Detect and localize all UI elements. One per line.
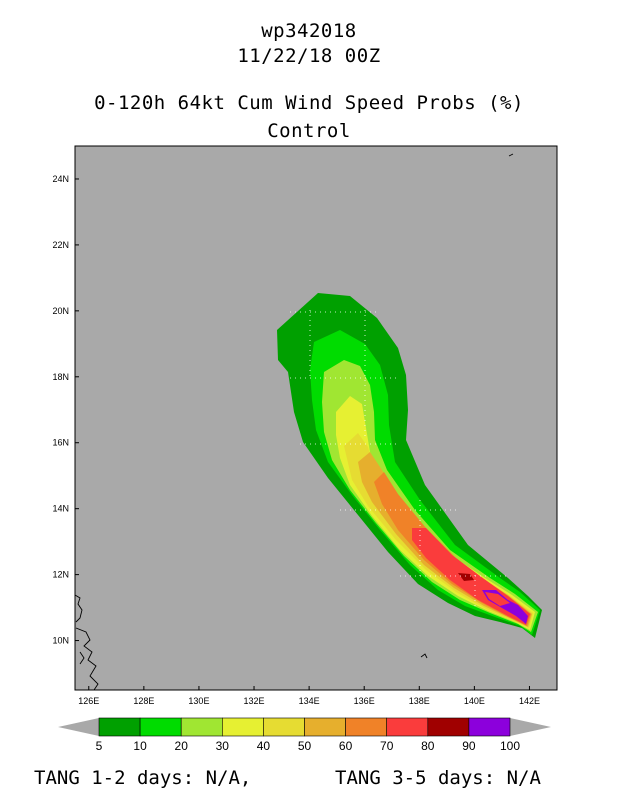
lon-tick-label: 126E [78,696,99,706]
lat-tick-label: 10N [52,636,69,646]
lon-tick-label: 140E [464,696,485,706]
probability-map: 126E 128E 130E 132E 134E 136E 138E 140E 142E 10N 1… [52,145,558,753]
colorbar-label: 40 [257,739,271,753]
colorbar-box-80 [427,717,470,737]
tang-3-5-days: TANG 3-5 days: N/A [335,767,541,789]
colorbar-label: 30 [216,739,230,753]
lat-tick-label: 14N [52,504,69,514]
colorbar-box-10 [139,717,182,737]
probability-contours [277,293,542,638]
colorbar-label: 60 [339,739,353,753]
lat-lon-grid [290,310,510,610]
storm-id-title: wp342018 [261,20,357,42]
lat-tick-label: 24N [52,174,69,184]
colorbar-label: 80 [421,739,435,753]
lon-tick-label: 130E [188,696,209,706]
lon-tick-label: 142E [519,696,540,706]
datetime-title: 11/22/18 00Z [237,45,381,67]
colorbar-box-90 [468,717,511,737]
lat-tick-label: 22N [52,240,69,250]
colorbar-label: 20 [175,739,189,753]
colorbar-box-30 [222,717,264,737]
colorbar-over-arrow [510,718,551,736]
member-title: Control [267,120,351,142]
product-title: 0-120h 64kt Cum Wind Speed Probs (%) [94,92,524,114]
colorbar: 5 10 20 30 40 50 60 70 80 90 100 [58,717,551,753]
colorbar-label: 10 [133,739,147,753]
colorbar-label: 70 [380,739,394,753]
colorbar-label: 50 [298,739,312,753]
coastlines [75,153,514,690]
colorbar-label: 5 [96,739,103,753]
lat-tick-label: 20N [52,306,69,316]
lon-tick-label: 138E [409,696,430,706]
colorbar-box-40 [263,717,305,737]
colorbar-label: 90 [462,739,476,753]
colorbar-box-60 [345,717,388,737]
colorbar-box-50 [304,717,346,737]
contour-100-cut [485,592,510,606]
colorbar-under-arrow [58,718,99,736]
lat-tick-label: 12N [52,570,69,580]
colorbar-label: 100 [500,739,520,753]
contour-80-patch [458,573,474,581]
lat-tick-label: 18N [52,372,69,382]
lon-tick-label: 134E [299,696,320,706]
colorbar-box-5 [98,717,141,737]
colorbar-box-70 [386,717,429,737]
tang-1-2-days: TANG 1-2 days: N/A, [34,767,252,789]
colorbar-box-20 [180,717,223,737]
lon-tick-label: 128E [133,696,154,706]
map-frame [74,145,558,691]
axis-ticks: 126E 128E 130E 132E 134E 136E 138E 140E 142E 10N 1… [52,174,539,706]
lat-tick-label: 16N [52,438,69,448]
lon-tick-label: 132E [244,696,265,706]
lon-tick-label: 136E [354,696,375,706]
